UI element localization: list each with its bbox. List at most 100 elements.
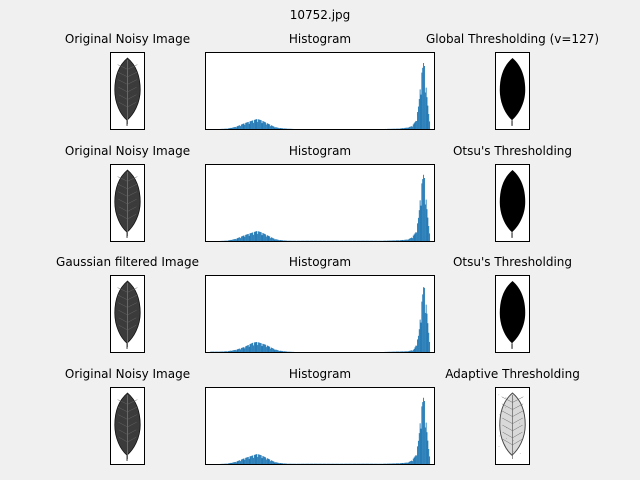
histogram-bar (410, 461, 412, 464)
histogram-bar (397, 463, 399, 464)
histogram-bar (408, 350, 410, 352)
histogram-bar (283, 463, 285, 464)
histogram-bar (398, 463, 400, 464)
histogram-bar (234, 238, 236, 241)
histogram-bar (427, 105, 429, 129)
histogram-bar (252, 120, 254, 129)
histogram-bar (402, 462, 404, 464)
histogram-bar (411, 126, 412, 129)
histogram-bar (224, 351, 226, 352)
histogram-bar (251, 455, 253, 464)
histogram-panel-3 (205, 387, 435, 465)
histogram-bar (420, 322, 422, 352)
histogram-bar (428, 449, 430, 464)
histogram-bar (403, 240, 405, 241)
histogram-bar (256, 119, 258, 129)
histogram-bar (411, 126, 413, 129)
histogram-bar (422, 402, 424, 464)
histogram-bar (237, 237, 239, 241)
histogram-bar (242, 347, 244, 352)
histogram-bar (401, 128, 403, 129)
histogram-bar (228, 351, 229, 352)
histogram-bar (409, 350, 411, 352)
leaf-image-3 (114, 392, 141, 461)
histogram-bar (419, 423, 421, 464)
histogram-bar (233, 350, 235, 352)
histogram-bar (237, 349, 239, 352)
histogram-bar (242, 458, 244, 464)
histogram-bar (399, 463, 400, 464)
histogram-bar (421, 183, 423, 241)
histogram-bar (281, 128, 283, 129)
histogram-bar (417, 339, 419, 352)
histogram-bar (422, 67, 424, 129)
histogram-bar (247, 456, 249, 464)
histogram-bar (267, 345, 269, 352)
histogram-bar (266, 345, 268, 352)
histogram-plot-3 (220, 397, 431, 464)
histogram-bar (232, 350, 234, 352)
source-image-panel-1 (110, 164, 145, 242)
histogram-bar (276, 239, 278, 241)
histogram-bar (273, 238, 275, 241)
histogram-bar (425, 199, 427, 241)
histogram-bar (236, 349, 238, 352)
histogram-bar (276, 462, 278, 464)
histogram-bar (426, 97, 428, 129)
histogram-bar (405, 239, 406, 241)
histogram-bar (225, 351, 227, 352)
histogram-bar (260, 120, 262, 129)
histogram-bar (236, 238, 238, 241)
histogram-bar (272, 348, 274, 352)
histogram-bar (428, 114, 430, 129)
mid-title-3: Histogram (288, 367, 352, 381)
histogram-bar (420, 94, 422, 129)
mid-title-1: Histogram (288, 144, 352, 158)
histogram-bar (283, 351, 285, 352)
histogram-bar (270, 348, 272, 352)
histogram-bar (275, 239, 277, 241)
histogram-bar (402, 128, 404, 129)
histogram-bar (405, 462, 406, 464)
histogram-bar (415, 232, 417, 241)
histogram-bar (421, 406, 423, 464)
histogram-bar (255, 231, 257, 241)
histogram-bar (285, 351, 287, 352)
histogram-bar (246, 122, 248, 129)
histogram-bar (257, 234, 259, 241)
histogram-bar (268, 459, 270, 464)
histogram-bar (228, 240, 229, 241)
histogram-bar (417, 335, 419, 352)
histogram-bar (261, 346, 263, 352)
histogram-bar (260, 455, 262, 464)
histogram-bar (254, 231, 256, 241)
histogram-bar (278, 463, 280, 464)
histogram-bar (417, 106, 419, 129)
histogram-bar (236, 126, 238, 129)
histogram-bar (252, 122, 254, 129)
histogram-bar (234, 239, 235, 241)
histogram-bar (252, 345, 254, 352)
histogram-bar (240, 461, 241, 464)
histogram-bar (229, 128, 231, 129)
histogram-bar (421, 72, 423, 129)
histogram-bar (249, 456, 251, 464)
histogram-bar (404, 239, 406, 241)
histogram-bar (263, 121, 265, 129)
histogram-bar (428, 226, 430, 241)
histogram-bar (400, 128, 402, 129)
histogram-bar (284, 351, 286, 352)
histogram-bar (402, 351, 404, 352)
histogram-bar (403, 128, 405, 129)
histogram-bar (273, 126, 275, 129)
histogram-bar (416, 232, 418, 241)
histogram-bar (409, 238, 411, 241)
histogram-bar (415, 345, 417, 352)
histogram-bar (235, 127, 237, 129)
histogram-bar (408, 127, 410, 129)
histogram-bar (396, 240, 398, 241)
histogram-bar (265, 122, 266, 129)
histogram-bar (271, 125, 273, 129)
histogram-bar (231, 128, 233, 129)
histogram-bar (277, 462, 279, 464)
